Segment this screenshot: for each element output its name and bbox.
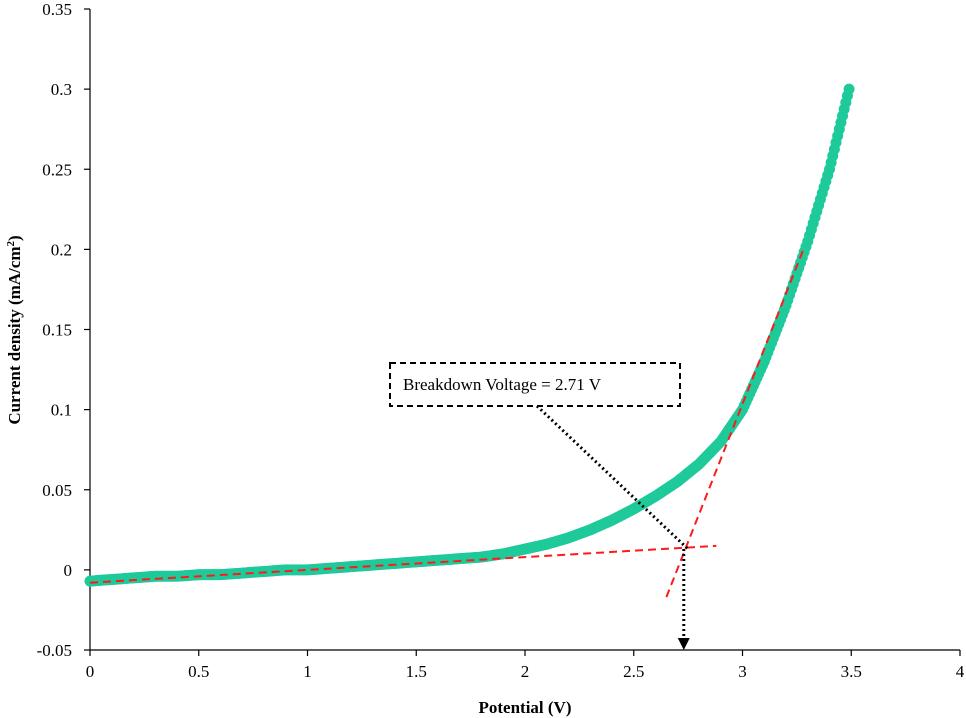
arrowhead-icon	[677, 638, 690, 650]
annotation-box	[389, 362, 681, 407]
tick-labels: 0 0.5 1 1.5 2 2.5 3 3.5 4 -0.05 0 0.05 0.1 0.15 0.2 0.2…	[37, 0, 965, 681]
x-tick-label: 3	[738, 662, 747, 681]
y-tick-label: -0.05	[37, 641, 72, 660]
annotation: Breakdown Voltage = 2.71 V	[389, 362, 690, 650]
fit-line	[89, 544, 717, 584]
data-points	[84, 83, 855, 587]
y-tick-label: 0.2	[51, 240, 72, 259]
x-tick-label: 0.5	[188, 662, 209, 681]
x-tick-label: 2.5	[623, 662, 644, 681]
y-axis-title: Current density (mA/cm2)	[5, 235, 24, 424]
y-tick-label: 0	[64, 561, 73, 580]
annotation-text: Breakdown Voltage = 2.71 V	[403, 375, 602, 394]
y-axis-title-sup: 2	[5, 241, 17, 247]
y-tick-label: 0.05	[42, 481, 72, 500]
y-tick-label: 0.15	[42, 321, 72, 340]
x-tick-label: 3.5	[841, 662, 862, 681]
x-tick-label: 0	[86, 662, 95, 681]
x-tick-label: 4	[956, 662, 965, 681]
x-tick-label: 1	[303, 662, 312, 681]
fit-lines	[89, 249, 805, 598]
x-axis-title: Potential (V)	[478, 698, 571, 717]
y-tick-label: 0.1	[51, 401, 72, 420]
data-point	[843, 83, 855, 95]
fit-line	[665, 249, 805, 598]
annotation-arrow-diagonal	[535, 404, 690, 551]
y-tick-label: 0.35	[42, 0, 72, 19]
x-tick-label: 2	[521, 662, 530, 681]
y-tick-label: 0.25	[42, 160, 72, 179]
x-tick-label: 1.5	[406, 662, 427, 681]
ticks	[84, 8, 961, 656]
y-tick-label: 0.3	[51, 80, 72, 99]
